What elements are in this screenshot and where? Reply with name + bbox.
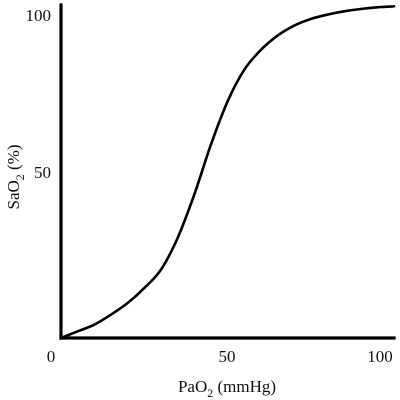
- x-tick-label-0: 0: [47, 347, 56, 366]
- x-tick-label-100: 100: [367, 347, 393, 366]
- y-axis-label-main: SaO: [4, 180, 23, 209]
- y-axis-label-unit: (%): [4, 144, 23, 174]
- y-axis-label: SaO2 (%): [4, 144, 27, 209]
- x-tick-label-50: 50: [219, 347, 236, 366]
- x-axis-label: PaO2 (mmHg): [178, 377, 276, 400]
- x-axis-label-unit: (mmHg): [213, 377, 276, 396]
- x-axis-label-subscript: 2: [207, 386, 213, 400]
- y-tick-label-50: 50: [34, 163, 51, 182]
- y-axis-label-subscript: 2: [13, 174, 27, 180]
- series-line-sao2-curve: [59, 5, 396, 340]
- x-axis-label-main: PaO: [178, 377, 207, 396]
- y-tick-label-100: 100: [26, 6, 52, 25]
